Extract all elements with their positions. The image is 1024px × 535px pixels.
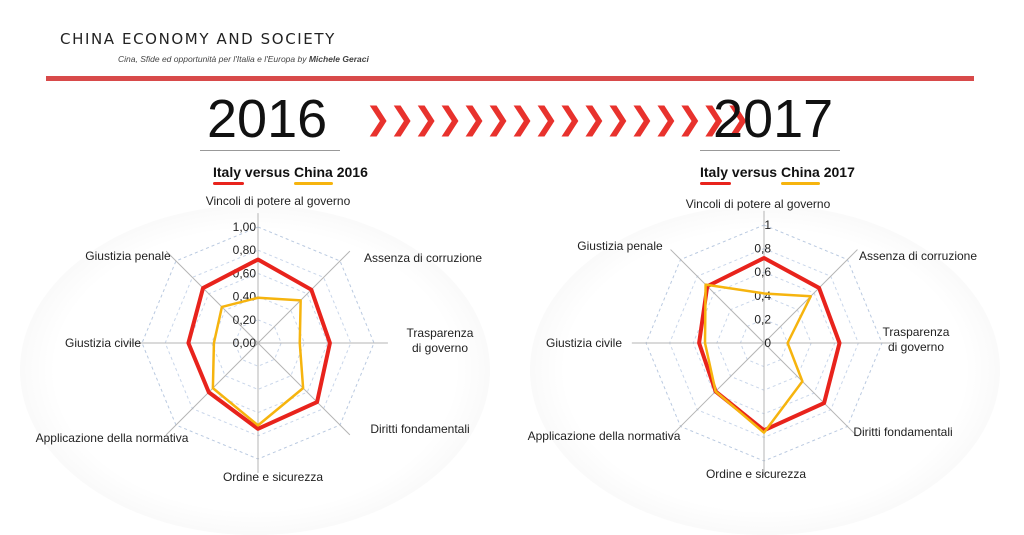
category-label: Giustizia penale — [85, 249, 171, 263]
grid-ring — [211, 296, 305, 390]
tick-label: 0,4 — [754, 289, 771, 303]
tick-label: 0,6 — [754, 265, 771, 279]
series-china — [703, 283, 812, 434]
year-right-underline — [700, 150, 840, 151]
category-label: Applicazione della normativa — [36, 431, 189, 445]
series-china — [211, 296, 305, 427]
category-label: Giustizia civile — [546, 336, 622, 350]
year-right: 2017 — [713, 89, 834, 149]
tick-label: 0,00 — [233, 336, 257, 350]
chart-title-year: 2017 — [823, 164, 855, 180]
tick-label: 1,00 — [233, 220, 257, 234]
category-label: Vincoli di potere al governo — [686, 197, 831, 211]
category-label: Vincoli di potere al governo — [206, 194, 351, 208]
tick-label: 1 — [764, 218, 771, 232]
category-label: Diritti fondamentali — [853, 425, 952, 439]
tagline-prefix: Cina, Sfide ed opportunità per l'Italia … — [118, 54, 309, 64]
chart-title-italy-part: Italy versus — [213, 164, 290, 185]
year-left-underline — [200, 150, 340, 151]
axis-spoke — [670, 249, 765, 344]
category-label: Ordine e sicurezza — [706, 467, 806, 481]
italy-underline — [700, 182, 731, 185]
axis-spoke — [257, 250, 351, 344]
category-label: Giustizia civile — [65, 336, 141, 350]
chart-title-2016: Italy versus China 2016 — [213, 164, 368, 185]
header: CHINA ECONOMY AND SOCIETY — [60, 30, 336, 48]
chart-title-2017: Italy versus China 2017 — [700, 164, 855, 185]
tick-label: 0,2 — [754, 312, 771, 326]
grid-ring — [187, 272, 329, 414]
brand-title: CHINA ECONOMY AND SOCIETY — [60, 30, 336, 48]
chart-title-china-part: China — [780, 164, 820, 185]
chart-title-italy-part: Italy versus — [700, 164, 777, 185]
tick-label: 0,8 — [754, 242, 771, 256]
tick-label: 0,20 — [233, 313, 257, 327]
category-label: Diritti fondamentali — [370, 422, 469, 436]
tagline-author: Michele Geraci — [308, 54, 369, 64]
header-rule — [46, 76, 974, 81]
axis-spoke — [165, 250, 259, 344]
china-underline — [293, 182, 333, 185]
year-left: 2016 — [207, 89, 328, 149]
category-label: Trasparenza di governo — [407, 326, 474, 355]
chart-title-year: 2016 — [336, 164, 368, 180]
axis-spoke — [670, 342, 765, 437]
tagline: Cina, Sfide ed opportunità per l'Italia … — [118, 54, 369, 64]
category-label: Applicazione della normativa — [528, 429, 681, 443]
category-label: Trasparenza di governo — [883, 325, 950, 354]
italy-underline — [213, 182, 244, 185]
category-label: Giustizia penale — [577, 239, 663, 253]
category-label: Ordine e sicurezza — [223, 470, 323, 484]
axis-spoke — [763, 342, 858, 437]
tick-label: 0 — [764, 336, 771, 350]
category-label: Assenza di corruzione — [364, 251, 482, 265]
radar-chart-2017: 0 0,2 0,4 0,6 0,8 1 Vincoli di potere al gover… — [528, 197, 978, 481]
category-label: Assenza di corruzione — [859, 249, 977, 263]
series-italy — [186, 257, 332, 431]
chart-title-china-part: China — [293, 164, 333, 185]
china-underline — [780, 182, 820, 185]
tick-label: 0,80 — [233, 243, 257, 257]
arrows-divider: ❯❯❯❯❯❯❯❯❯❯❯❯❯❯❯❯ — [365, 101, 751, 137]
